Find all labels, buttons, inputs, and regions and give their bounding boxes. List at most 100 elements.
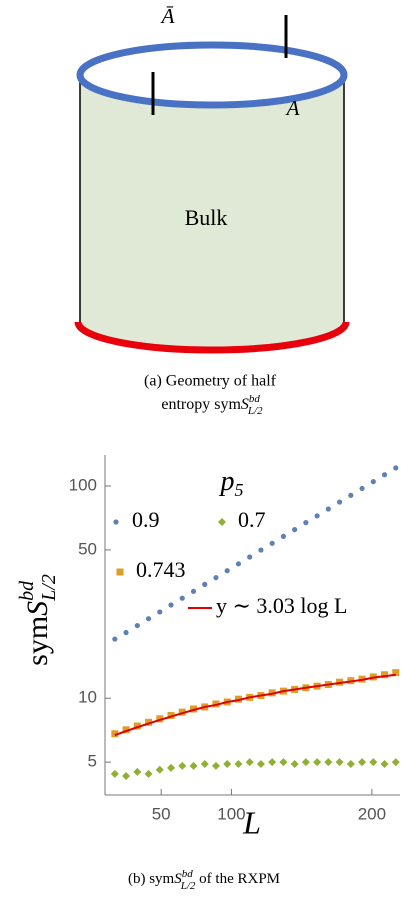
- data-point: [133, 767, 142, 776]
- y-label-text: sym: [21, 616, 54, 666]
- label-a: A: [285, 96, 300, 120]
- data-point: [348, 492, 354, 498]
- legend-label: 0.7: [238, 507, 266, 532]
- fit-line: [114, 673, 396, 737]
- data-point: [111, 730, 119, 738]
- data-point: [155, 765, 164, 774]
- data-point: [190, 588, 197, 594]
- label-abar: Ā: [160, 4, 175, 28]
- caption-text: (b) sym: [128, 871, 175, 887]
- data-point: [392, 669, 400, 677]
- legend-swatch: [113, 519, 119, 525]
- legend-label: y ∼ 3.03 log L: [216, 593, 347, 618]
- caption-b: (b) symSbd L/2 of the RXPM: [128, 868, 280, 892]
- data-point: [393, 465, 399, 471]
- x-axis-label: L: [242, 804, 261, 840]
- legend-swatch: [218, 518, 226, 526]
- data-point: [134, 622, 140, 629]
- y-tick-label: 5: [88, 752, 97, 771]
- caption-sup: bd: [249, 393, 261, 405]
- data-point: [303, 520, 309, 526]
- data-point: [213, 575, 219, 581]
- data-point: [256, 759, 265, 768]
- data-point: [290, 759, 299, 768]
- data-point: [178, 708, 186, 716]
- x-tick-label: 50: [152, 804, 171, 823]
- data-point: [157, 609, 163, 615]
- y-axis-label: symSbdL/2: [16, 574, 60, 666]
- caption-sup: bd: [182, 868, 194, 880]
- data-point: [336, 499, 343, 505]
- caption-text: entropy sym: [161, 396, 241, 413]
- data-point: [325, 506, 331, 512]
- data-point: [235, 561, 242, 567]
- data-point: [167, 711, 175, 719]
- bottom-boundary: [74, 321, 350, 354]
- top-boundary: [76, 41, 348, 109]
- data-point: [247, 554, 253, 560]
- data-point: [145, 616, 152, 622]
- data-point: [122, 726, 130, 734]
- data-point: [369, 758, 378, 767]
- caption-text: of the RXPM: [195, 871, 280, 887]
- legend-swatch: [116, 568, 124, 576]
- data-point: [234, 759, 243, 768]
- label-bulk: Bulk: [185, 205, 228, 230]
- data-point: [112, 636, 118, 642]
- data-point: [202, 581, 208, 587]
- data-point: [178, 761, 187, 770]
- legend-title: p5: [219, 466, 244, 500]
- data-point: [123, 629, 129, 636]
- y-tick-label: 50: [78, 539, 97, 558]
- x-tick-label: 100: [217, 804, 245, 823]
- data-point: [168, 602, 174, 608]
- data-point: [380, 759, 389, 768]
- data-point: [268, 758, 277, 767]
- data-point: [167, 763, 176, 772]
- data-point: [324, 758, 333, 767]
- data-point: [269, 540, 275, 546]
- data-point: [245, 758, 254, 767]
- legend-title-sub: 5: [235, 480, 244, 500]
- data-point: [370, 479, 376, 485]
- data-point: [156, 715, 164, 723]
- caption-sub: L/2: [180, 880, 196, 892]
- data-point: [346, 759, 355, 768]
- data-point: [122, 772, 131, 781]
- y-tick-label: 100: [69, 475, 97, 494]
- caption-a-line1: (a) Geometry of half: [144, 373, 277, 390]
- data-point: [381, 472, 388, 478]
- data-point: [313, 758, 322, 767]
- cylinder: [74, 15, 350, 354]
- legend-label: 0.743: [136, 557, 186, 582]
- caption-a-line2: entropy symSbd L/2: [161, 393, 263, 417]
- data-point: [200, 759, 209, 768]
- data-point: [145, 718, 153, 726]
- chart: 5 10 50 100 50 100 200 0.9 0.7 0.743 y ∼ 3.03 log …: [69, 455, 400, 823]
- caption-symbol: S: [241, 396, 249, 413]
- data-point: [223, 759, 232, 768]
- data-point: [391, 758, 400, 767]
- y-tick-label: 10: [78, 688, 97, 707]
- caption-sub: L/2: [247, 405, 263, 417]
- data-point: [110, 769, 119, 778]
- data-point: [190, 705, 197, 713]
- y-label-symbol: S: [21, 601, 54, 616]
- data-point: [179, 595, 185, 601]
- legend-title-text: p: [219, 466, 235, 497]
- data-point: [258, 547, 264, 553]
- data-point: [133, 722, 141, 730]
- data-point: [381, 671, 389, 679]
- data-point: [144, 769, 153, 778]
- data-point: [358, 758, 367, 767]
- legend-label: 0.9: [132, 507, 160, 532]
- data-point: [280, 533, 287, 539]
- data-point: [279, 758, 288, 767]
- data-point: [292, 527, 298, 533]
- caption-symbol: S: [174, 871, 182, 887]
- y-label-sup: bd: [16, 580, 38, 601]
- data-point: [211, 761, 220, 770]
- data-point: [224, 568, 230, 574]
- data-point: [314, 513, 320, 519]
